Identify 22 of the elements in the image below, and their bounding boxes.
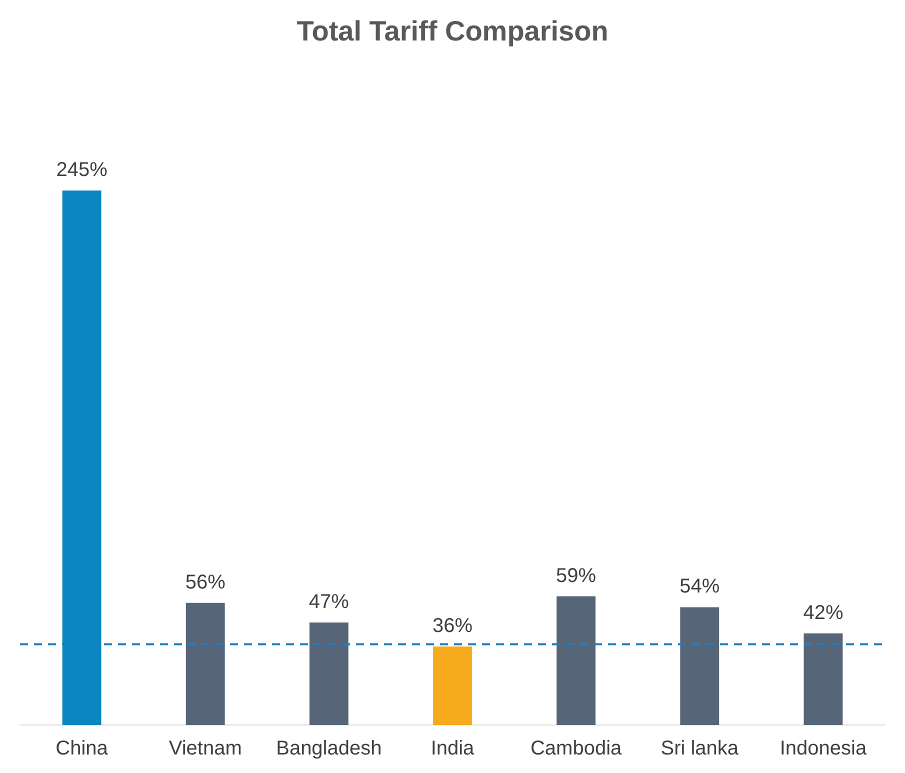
data-label: 54%	[680, 576, 720, 598]
data-label: 36%	[432, 614, 473, 637]
x-tick-label: Cambodia	[530, 738, 623, 760]
x-tick-label: Bangladesh	[276, 738, 382, 760]
data-label: 47%	[308, 590, 350, 613]
x-tick-label: Vietnam	[168, 738, 242, 760]
data-label: 42%	[803, 602, 844, 624]
x-tick-label: Indonesia	[780, 738, 868, 760]
x-tick-label: China	[56, 738, 109, 760]
bar	[680, 607, 720, 725]
data-label: 245%	[56, 159, 108, 182]
bar	[62, 190, 102, 725]
bar	[556, 596, 596, 725]
bar	[804, 633, 843, 725]
chart-title: Total Tariff Comparison	[296, 16, 608, 47]
data-label: 56%	[185, 571, 226, 594]
data-label: 59%	[556, 564, 596, 587]
bar	[433, 646, 472, 725]
bar	[309, 622, 348, 725]
bar	[186, 602, 225, 725]
x-tick-label: Sri lanka	[660, 738, 740, 760]
x-tick-label: India	[430, 738, 476, 760]
